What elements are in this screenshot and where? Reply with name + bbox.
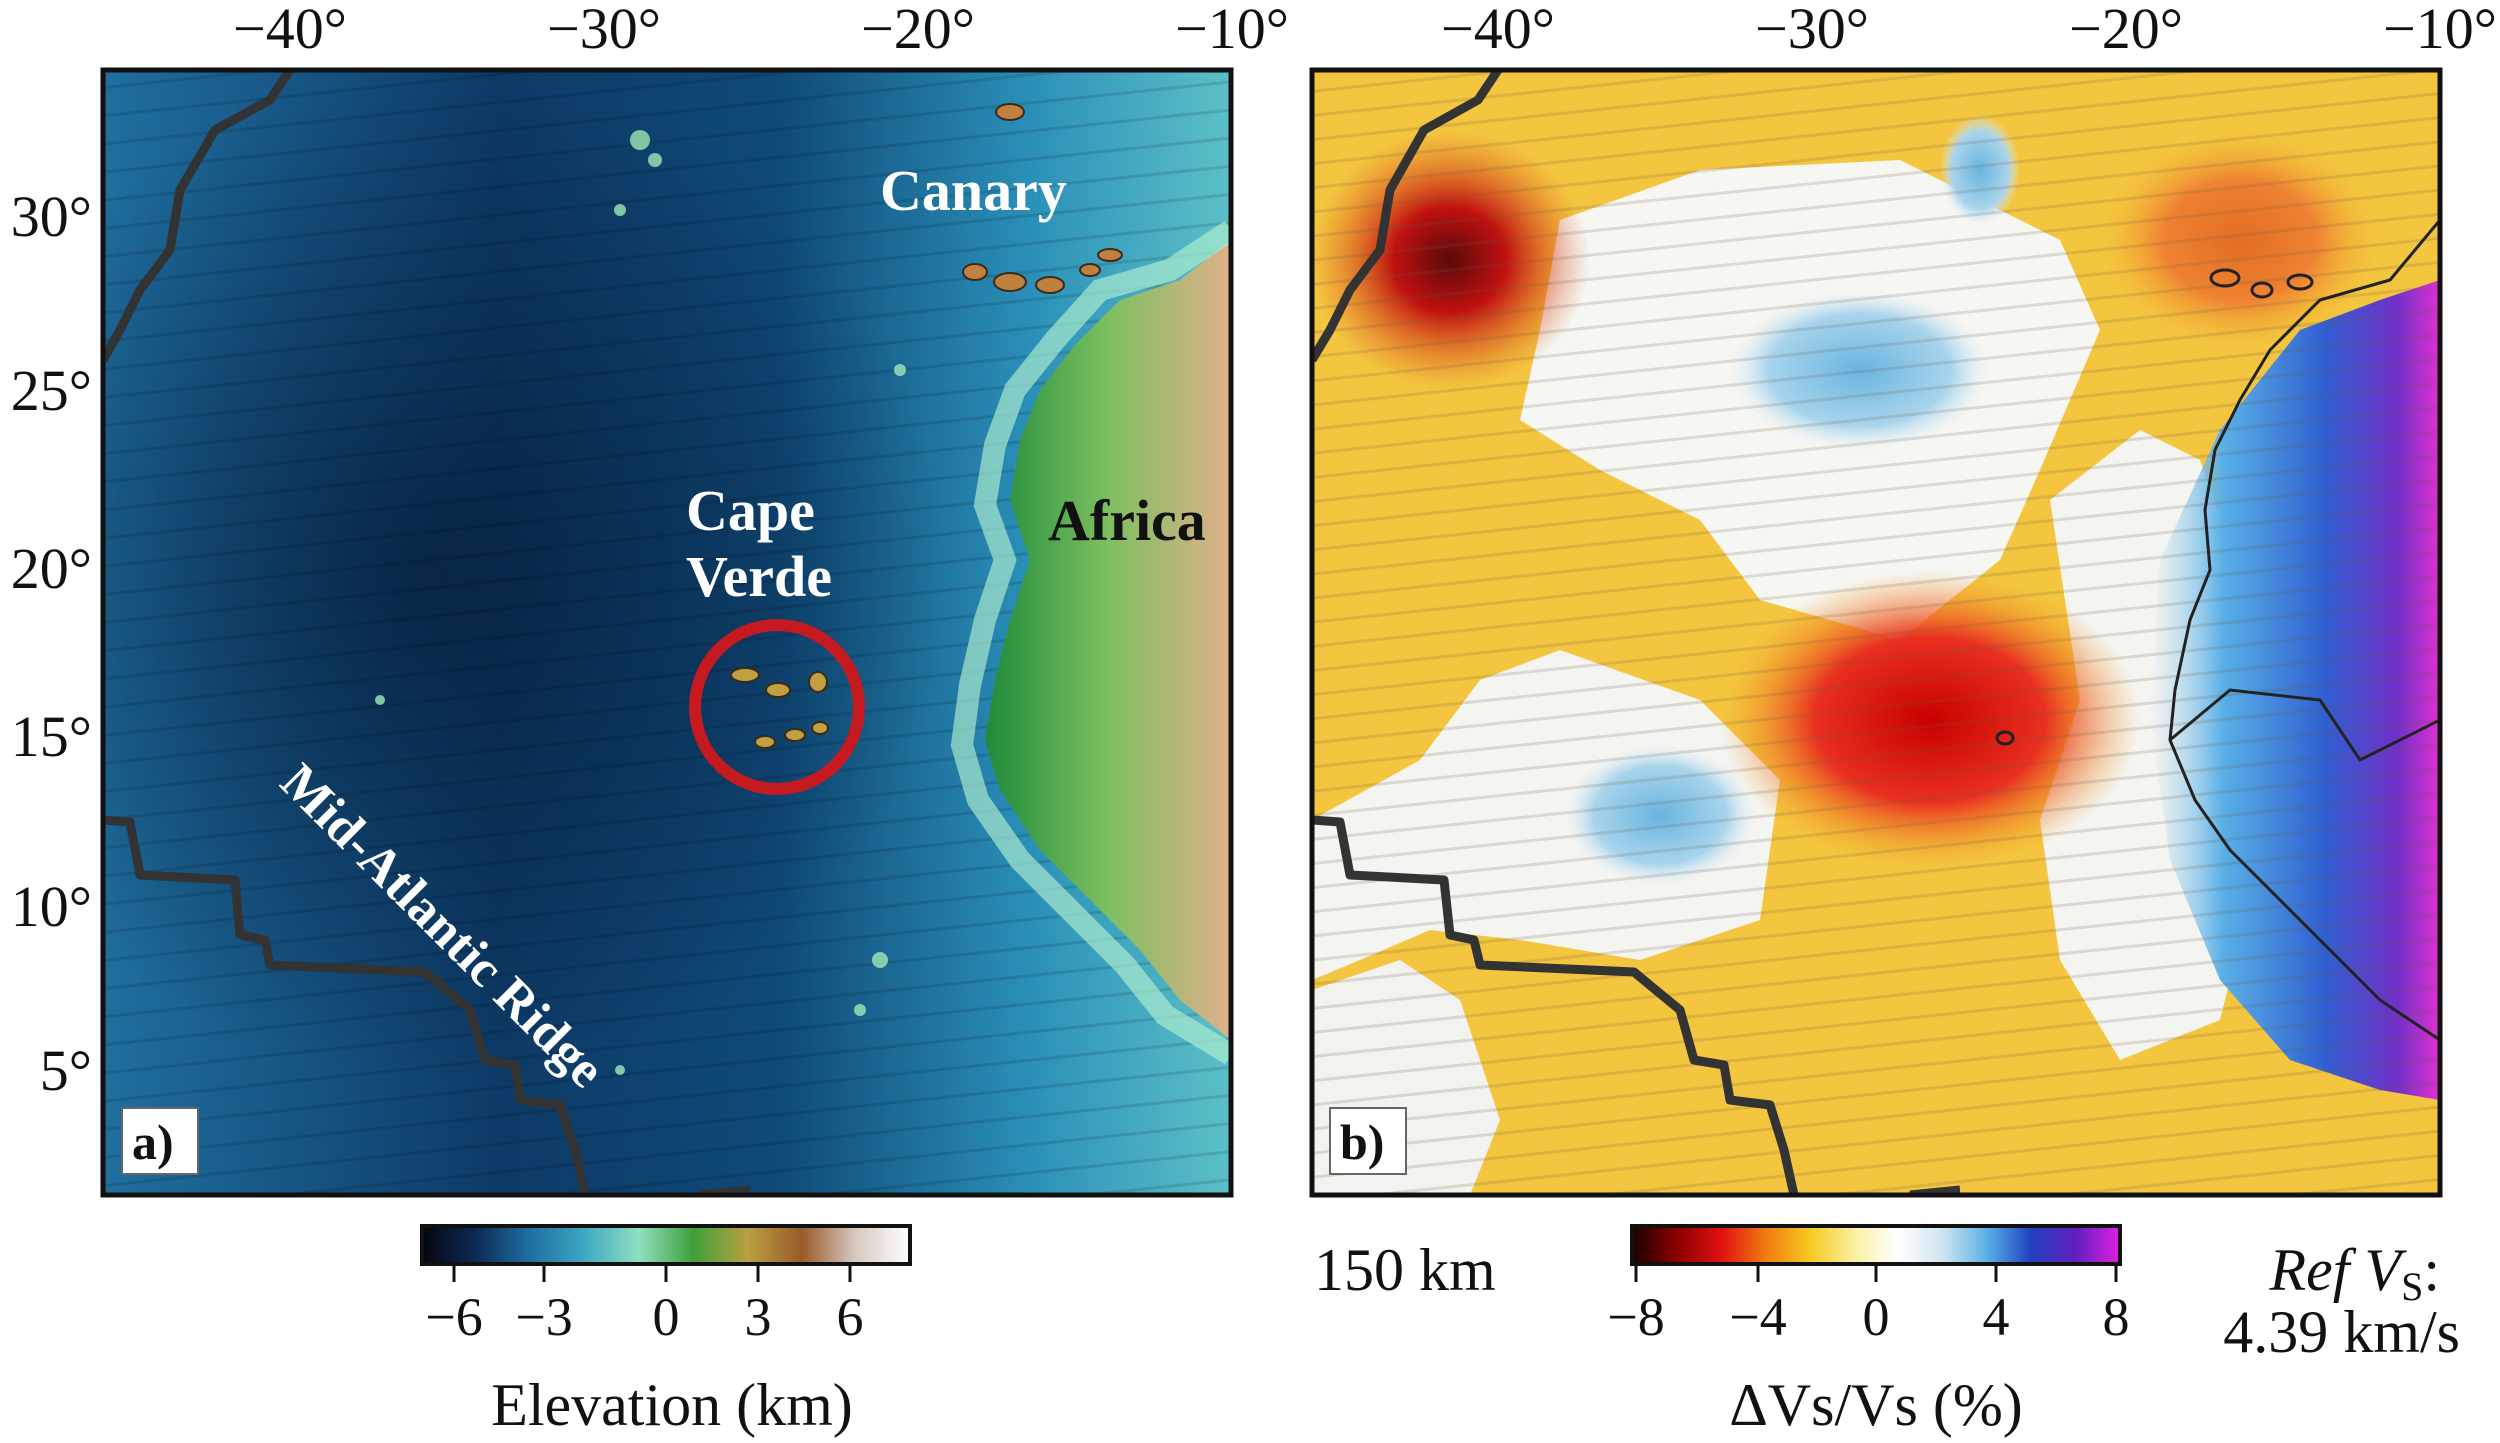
tick-lat-30: 30° bbox=[11, 184, 92, 249]
tick-a-lon-20: −20° bbox=[861, 0, 975, 61]
cape-verde-highlight-circle bbox=[689, 619, 865, 795]
cb-a-tick-3: 3 bbox=[745, 1287, 772, 1347]
ref-vs-subscript: S bbox=[2401, 1264, 2423, 1309]
cape-verde-islands bbox=[730, 667, 829, 749]
ref-vs-value: 4.39 km/s bbox=[2223, 1299, 2460, 1365]
cb-b-tick-2: 0 bbox=[1863, 1287, 1890, 1347]
plate-boundary-south-b bbox=[1312, 815, 1799, 1195]
cb-b-tick-4: 8 bbox=[2103, 1287, 2130, 1347]
cb-b-tick-3: 4 bbox=[1983, 1287, 2010, 1347]
tick-lat-25: 25° bbox=[11, 358, 92, 423]
tick-b-lon-40: −40° bbox=[1441, 0, 1555, 61]
label-africa: Africa bbox=[1048, 488, 1206, 553]
tick-a-lon-10: −10° bbox=[1175, 0, 1289, 61]
colorbar-elevation: −6 −3 0 3 6 Elevation (km) bbox=[420, 1224, 912, 1438]
label-canary: Canary bbox=[880, 158, 1067, 223]
cb-a-label: Elevation (km) bbox=[491, 1372, 853, 1438]
label-cape: Cape bbox=[686, 478, 815, 543]
africa-coastline bbox=[2168, 219, 2440, 1042]
tick-lat-10: 10° bbox=[11, 874, 92, 939]
axis-ticks: −40° −30° −20° −10° −40° −30° −20° −10° … bbox=[11, 0, 2497, 1103]
africa-landmass bbox=[985, 240, 1231, 1040]
tick-b-lon-30: −30° bbox=[1755, 0, 1869, 61]
colorbar-velocity-bar bbox=[1630, 1224, 2122, 1266]
tick-a-lon-40: −40° bbox=[233, 0, 347, 61]
cb-b-tick-1: −4 bbox=[1729, 1287, 1786, 1347]
plate-boundary-north-b bbox=[1312, 70, 1502, 363]
tick-lat-15: 15° bbox=[11, 704, 92, 769]
panel-b-tag-box bbox=[1329, 1107, 1407, 1175]
panel-a-tag: a) bbox=[132, 1114, 174, 1170]
tick-b-lon-10: −10° bbox=[2383, 0, 2497, 61]
panel-b-velocity-map: b) bbox=[1309, 67, 2443, 1198]
tick-lat-5: 5° bbox=[40, 1038, 92, 1103]
cb-a-tick-2: 0 bbox=[653, 1287, 680, 1347]
panel-a-frame bbox=[100, 67, 1234, 1198]
colorbar-elevation-bar bbox=[420, 1224, 912, 1266]
tick-lat-20: 20° bbox=[11, 536, 92, 601]
tick-b-lon-20: −20° bbox=[2069, 0, 2183, 61]
cb-a-tick-0: −6 bbox=[425, 1287, 482, 1347]
cb-b-label: ΔVs/Vs (%) bbox=[1729, 1372, 2023, 1438]
ref-vs-text: Ref V bbox=[2268, 1237, 2407, 1303]
panel-b-frame bbox=[1309, 67, 2443, 1198]
cb-a-tick-1: −3 bbox=[515, 1287, 572, 1347]
depth-label: 150 km bbox=[1314, 1237, 1496, 1303]
colorbar-velocity: −8 −4 0 4 8 ΔVs/Vs (%) bbox=[1607, 1224, 2130, 1438]
panel-b-tag: b) bbox=[1340, 1114, 1384, 1170]
tick-a-lon-30: −30° bbox=[547, 0, 661, 61]
ref-vs-line1: Ref VS: bbox=[2268, 1237, 2440, 1309]
plate-boundary-north bbox=[103, 70, 294, 363]
cb-b-tick-0: −8 bbox=[1607, 1287, 1664, 1347]
cb-a-tick-4: 6 bbox=[837, 1287, 864, 1347]
label-verde: Verde bbox=[686, 544, 832, 609]
panel-a-tag-box bbox=[121, 1107, 199, 1175]
canary-islands bbox=[962, 103, 1123, 294]
plate-boundary-south bbox=[103, 815, 590, 1195]
ref-vs-colon: : bbox=[2423, 1237, 2440, 1303]
panel-a-elevation-map: Canary Africa Cape Verde Mid-Atlantic Ri… bbox=[100, 67, 1234, 1198]
